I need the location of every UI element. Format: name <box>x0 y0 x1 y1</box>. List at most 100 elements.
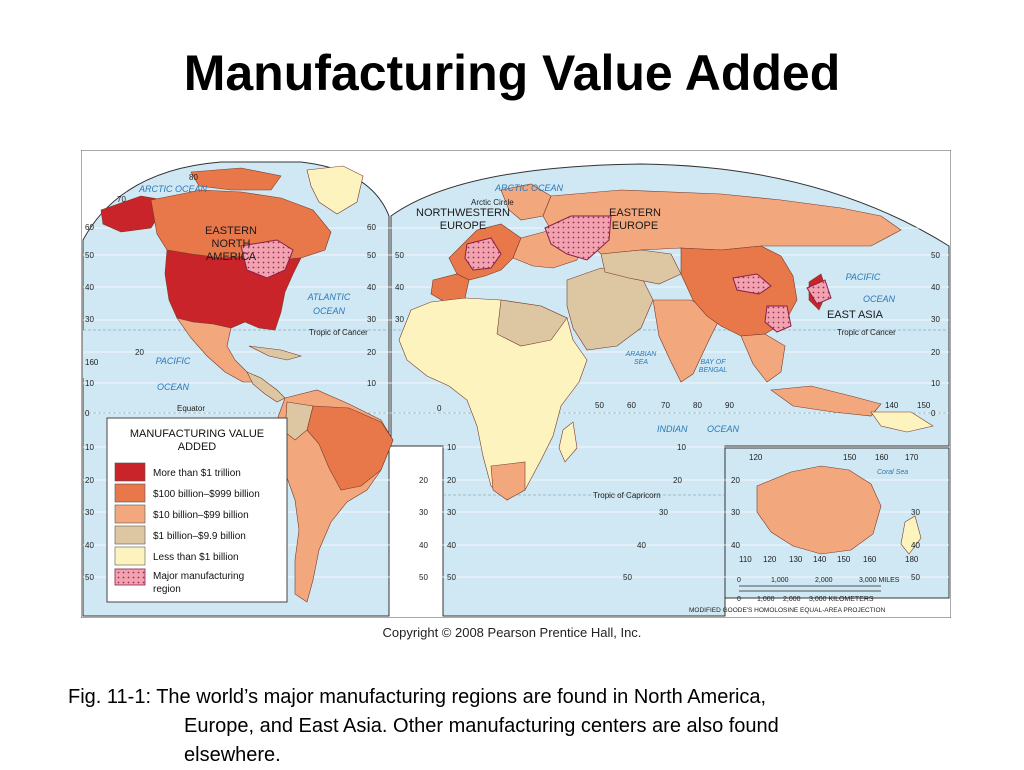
atlantic-ocean-1: ATLANTIC <box>307 292 351 302</box>
caribbean <box>248 345 303 361</box>
legend-swatch <box>114 546 146 566</box>
arctic-circle-label: Arctic Circle <box>471 198 514 207</box>
lat-tick: 0 <box>437 404 442 413</box>
caption-line-3: elsewhere. <box>184 744 281 766</box>
lon-tick: 150 <box>843 453 857 462</box>
indian-ocean-2: OCEAN <box>707 424 740 434</box>
lat-tick: 40 <box>85 541 94 550</box>
legend-swatch-major-region <box>114 568 146 586</box>
lon-tick: 140 <box>813 555 827 564</box>
lon-tick: 80 <box>693 401 702 410</box>
region-east-asia-south <box>764 305 792 333</box>
lon-tick: 180 <box>905 555 919 564</box>
arctic-ocean-left: ARCTIC OCEAN <box>138 184 208 194</box>
tropic-cancer-left: Tropic of Cancer <box>309 328 368 337</box>
lat-tick: 30 <box>731 508 740 517</box>
arabian-sea-2: SEA <box>634 359 648 366</box>
legend-label: $100 billion–$999 billion <box>153 489 260 500</box>
scale-mile: 1,000 <box>771 577 789 584</box>
lat-tick: 50 <box>85 573 94 582</box>
lon-tick: 170 <box>905 453 919 462</box>
label-eastern-na-1: EASTERN <box>205 225 257 237</box>
legend-swatch <box>114 525 146 545</box>
lat-tick: 10 <box>367 379 376 388</box>
region-eastern-north-america <box>240 239 294 279</box>
central-america <box>246 371 286 403</box>
legend-swatch <box>114 504 146 524</box>
lat-tick: 30 <box>419 508 428 517</box>
pacific-right-1: PACIFIC <box>846 272 881 282</box>
lat-tick: 10 <box>447 443 456 452</box>
lat-tick: 20 <box>447 476 456 485</box>
ocean-pacific-inset <box>83 330 129 378</box>
scale-bar: 0 1,000 2,000 3,000 MILES 0 1,000 2,000 … <box>689 577 900 614</box>
lat-tick: 40 <box>637 541 646 550</box>
lat-tick: 30 <box>931 315 940 324</box>
legend-label: $1 billion–$9.9 billion <box>153 531 246 542</box>
legend-label: Less than $1 billion <box>153 552 239 563</box>
caption-line-1: Fig. 11-1: The world’s major manufacturi… <box>68 686 767 708</box>
ocean-labels: ARCTIC OCEAN ARCTIC OCEAN ATLANTIC OCEAN… <box>138 183 908 476</box>
brazil <box>306 405 394 491</box>
lat-tick: 10 <box>85 443 94 452</box>
lat-tick: 40 <box>367 283 376 292</box>
slide-title: Manufacturing Value Added <box>183 45 841 101</box>
lat-tick: 0 <box>931 409 936 418</box>
label-eastern-na-3: AMERICA <box>206 251 257 263</box>
indian-ocean-1: INDIAN <box>657 424 688 434</box>
southeast-asia <box>740 333 786 383</box>
label-nw-europe-2: EUROPE <box>440 220 486 232</box>
projection-note: MODIFIED GOODE'S HOMOLOSINE EQUAL-AREA P… <box>689 607 886 614</box>
label-east-asia: EAST ASIA <box>827 309 884 321</box>
tropic-cancer-right: Tropic of Cancer <box>837 328 896 337</box>
lat-tick: 30 <box>911 508 920 517</box>
lat-tick: 160 <box>85 358 99 367</box>
lon-tick: 160 <box>863 555 877 564</box>
lat-tick: 30 <box>659 508 668 517</box>
lat-tick: 60 <box>85 223 94 232</box>
legend-label: More than $1 trillion <box>153 468 241 479</box>
figure-caption: Fig. 11-1: The world’s major manufacturi… <box>68 683 948 770</box>
lat-tick: 10 <box>931 379 940 388</box>
pacific-right-2: OCEAN <box>863 294 896 304</box>
scale-km: 1,000 <box>757 596 775 603</box>
madagascar <box>558 421 578 463</box>
lat-tick: 40 <box>931 283 940 292</box>
lat-ticks: 60 50 40 30 160 10 0 10 20 30 40 50 60 5… <box>85 173 940 582</box>
lon-tick: 60 <box>627 401 636 410</box>
legend-label: $10 billion–$99 billion <box>153 510 249 521</box>
world-map: EASTERN NORTH AMERICA NORTHWESTERN EUROP… <box>81 150 951 618</box>
lat-tick: 40 <box>419 541 428 550</box>
ocean-lobe-eurasia <box>390 163 950 617</box>
lat-tick: 0 <box>85 409 90 418</box>
lat-tick: 20 <box>931 348 940 357</box>
indonesia <box>770 385 882 417</box>
canada-islands <box>190 167 282 191</box>
scale-km: 2,000 <box>783 596 801 603</box>
caption-line-2: Europe, and East Asia. Other manufacturi… <box>184 715 779 737</box>
lat-tick: 10 <box>677 443 686 452</box>
lon-tick: 130 <box>789 555 803 564</box>
lat-tick: 20 <box>85 476 94 485</box>
lat-tick: 30 <box>447 508 456 517</box>
greenland <box>306 165 364 215</box>
line-labels: Arctic Circle Tropic of Cancer Tropic of… <box>177 198 896 500</box>
lat-tick: 40 <box>85 283 94 292</box>
new-zealand <box>900 515 922 555</box>
scale-km: 3,000 KILOMETERS <box>809 596 874 603</box>
lat-tick: 10 <box>85 379 94 388</box>
region-eastern-europe <box>544 215 612 261</box>
lon-tick: 90 <box>725 401 734 410</box>
lon-tick: 120 <box>763 555 777 564</box>
lat-tick: 30 <box>395 315 404 324</box>
lon-tick: 150 <box>917 401 931 410</box>
lat-tick: 20 <box>731 476 740 485</box>
arctic-ocean-right: ARCTIC OCEAN <box>494 183 564 193</box>
legend-title-2: ADDED <box>178 441 217 453</box>
label-eastern-europe-1: EASTERN <box>609 207 661 219</box>
pacific-left-1: PACIFIC <box>156 356 191 366</box>
legend-swatch <box>114 483 146 503</box>
lon-tick: 140 <box>885 401 899 410</box>
region-east-asia-north <box>732 273 772 295</box>
map-svg: EASTERN NORTH AMERICA NORTHWESTERN EUROP… <box>81 150 951 618</box>
